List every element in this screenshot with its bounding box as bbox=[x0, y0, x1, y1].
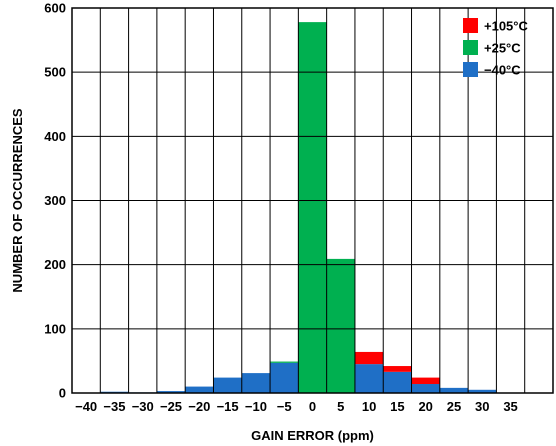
bar-105C-10 bbox=[354, 351, 384, 365]
legend-swatch bbox=[463, 40, 478, 55]
x-tick-label: 15 bbox=[390, 399, 404, 414]
y-tick-label: 100 bbox=[44, 321, 66, 336]
bars-layer bbox=[100, 22, 497, 393]
x-tick-label: −25 bbox=[160, 399, 182, 414]
legend-label: +105°C bbox=[484, 19, 528, 34]
x-tick-label: −5 bbox=[277, 399, 292, 414]
x-axis-title: GAIN ERROR (ppm) bbox=[251, 428, 374, 443]
y-axis-title: NUMBER OF OCCURRENCES bbox=[10, 108, 25, 293]
plot-frame bbox=[71, 7, 554, 394]
bar-25C--5 bbox=[270, 361, 299, 363]
bar-40C--10 bbox=[241, 373, 271, 393]
y-tick-label: 500 bbox=[44, 65, 66, 80]
legend-label: −40°C bbox=[484, 63, 521, 78]
x-tick-label: 10 bbox=[362, 399, 376, 414]
x-tick-label: 20 bbox=[418, 399, 432, 414]
grid-layer bbox=[72, 8, 553, 393]
bar-40C-10 bbox=[354, 364, 384, 393]
bar-105C-15 bbox=[383, 366, 412, 372]
y-tick-label: 300 bbox=[44, 193, 66, 208]
y-tick-label: 0 bbox=[59, 386, 66, 401]
bar-40C--5 bbox=[270, 362, 299, 393]
y-tick-labels: 0 100 200 300 400 500 600 bbox=[44, 1, 66, 401]
bar-40C--25 bbox=[156, 391, 186, 393]
bar-40C-15 bbox=[383, 371, 412, 393]
x-tick-label: −40 bbox=[75, 399, 97, 414]
legend-swatch bbox=[463, 62, 478, 77]
legend: +105°C +25°C −40°C bbox=[463, 18, 528, 78]
bar-25C-5 bbox=[326, 258, 355, 393]
bar-25C-0 bbox=[298, 22, 327, 393]
bar-40C--20 bbox=[185, 386, 214, 393]
x-tick-label: −10 bbox=[245, 399, 267, 414]
x-tick-label: −30 bbox=[132, 399, 154, 414]
x-tick-label: 0 bbox=[309, 399, 316, 414]
legend-label: +25°C bbox=[484, 41, 521, 56]
bar-40C--15 bbox=[213, 377, 242, 393]
x-tick-label: −20 bbox=[188, 399, 210, 414]
x-tick-label: 5 bbox=[337, 399, 344, 414]
y-tick-label: 200 bbox=[44, 257, 66, 272]
bar-40C-30 bbox=[468, 389, 497, 393]
legend-swatch bbox=[463, 18, 478, 33]
x-tick-label: −35 bbox=[103, 399, 125, 414]
x-tick-label: 30 bbox=[475, 399, 489, 414]
y-tick-label: 400 bbox=[44, 129, 66, 144]
bar-40C-25 bbox=[439, 387, 469, 393]
x-tick-label: 35 bbox=[503, 399, 517, 414]
bar-105C-20 bbox=[411, 377, 440, 385]
x-tick-labels: −40 −35 −30 −25 −20 −15 −10 −5 0 5 10 15 20 25 30 35 bbox=[75, 399, 518, 414]
bar-40C-20 bbox=[411, 384, 440, 393]
x-tick-label: 25 bbox=[447, 399, 461, 414]
y-tick-label: 600 bbox=[44, 1, 66, 16]
x-tick-label: −15 bbox=[217, 399, 239, 414]
